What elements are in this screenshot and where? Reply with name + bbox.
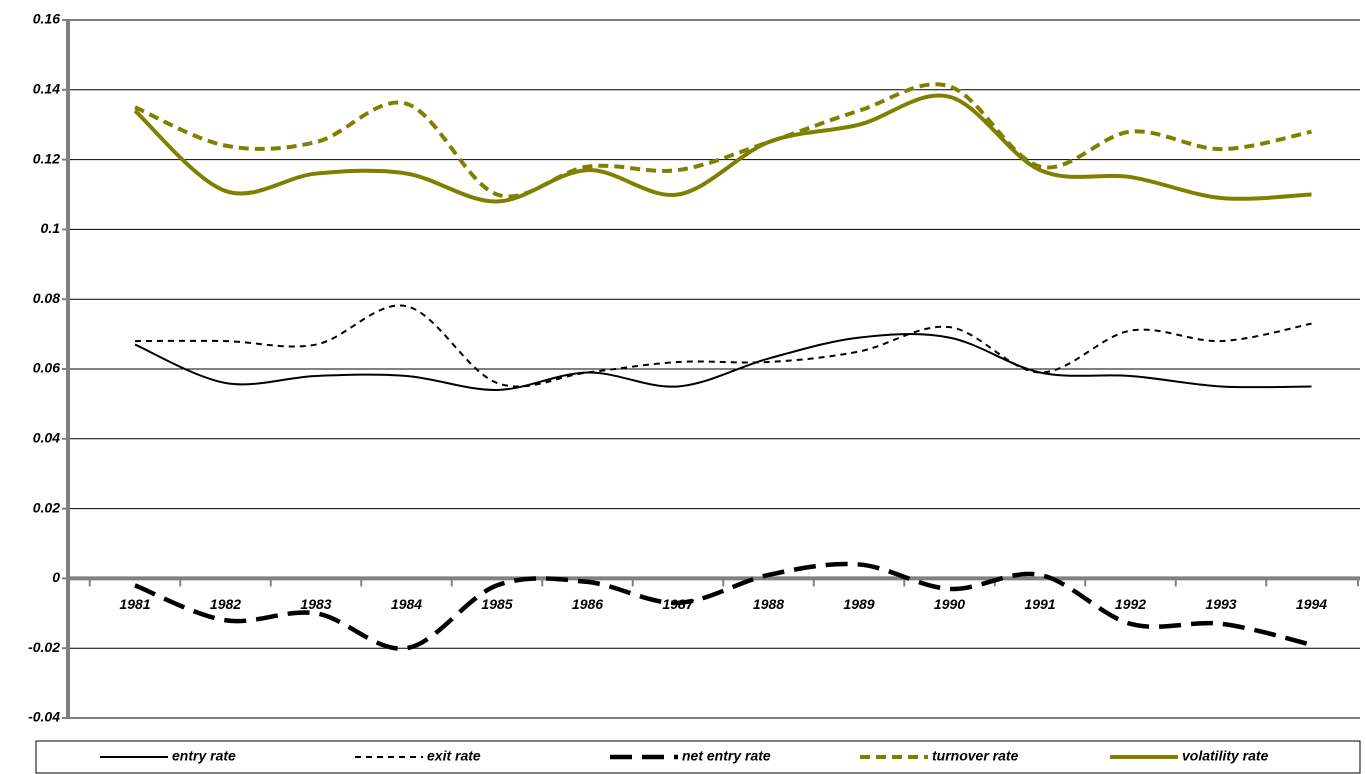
y-tick-label: 0.08: [33, 290, 60, 306]
y-tick-label: 0.06: [33, 360, 60, 376]
series-line: [134, 333, 1312, 391]
x-tick-label: 1982: [210, 596, 241, 612]
x-tick-label: 1990: [934, 596, 965, 612]
series-line: [133, 93, 1312, 204]
x-tick-label: 1992: [1115, 596, 1146, 612]
y-tick-label: -0.02: [28, 639, 60, 655]
legend-label: entry rate: [172, 748, 236, 764]
x-tick-label: 1989: [843, 596, 874, 612]
legend-label: exit rate: [427, 748, 481, 764]
x-tick-label: 1986: [572, 596, 603, 612]
x-tick-label: 1991: [1024, 596, 1055, 612]
y-tick-label: 0.02: [33, 499, 60, 515]
series-line: [134, 82, 1312, 199]
x-tick-label: 1994: [1296, 596, 1327, 612]
x-tick-label: 1984: [391, 596, 422, 612]
y-tick-label: -0.04: [28, 709, 60, 725]
x-tick-label: 1983: [300, 596, 331, 612]
y-tick-label: 0.1: [41, 220, 61, 236]
legend-label: volatility rate: [1182, 748, 1269, 764]
series-line: [134, 561, 1313, 651]
y-tick-label: 0: [52, 569, 60, 585]
legend-label: net entry rate: [682, 748, 771, 764]
x-tick-label: 1985: [481, 596, 512, 612]
x-tick-label: 1993: [1205, 596, 1236, 612]
series-line: [134, 304, 1312, 388]
x-tick-label: 1988: [753, 596, 784, 612]
y-tick-label: 0.16: [33, 11, 60, 27]
legend-label: turnover rate: [932, 748, 1019, 764]
y-tick-label: 0.12: [33, 150, 60, 166]
y-tick-label: 0.04: [33, 430, 60, 446]
y-tick-label: 0.14: [33, 81, 60, 97]
x-tick-label: 1981: [119, 596, 150, 612]
